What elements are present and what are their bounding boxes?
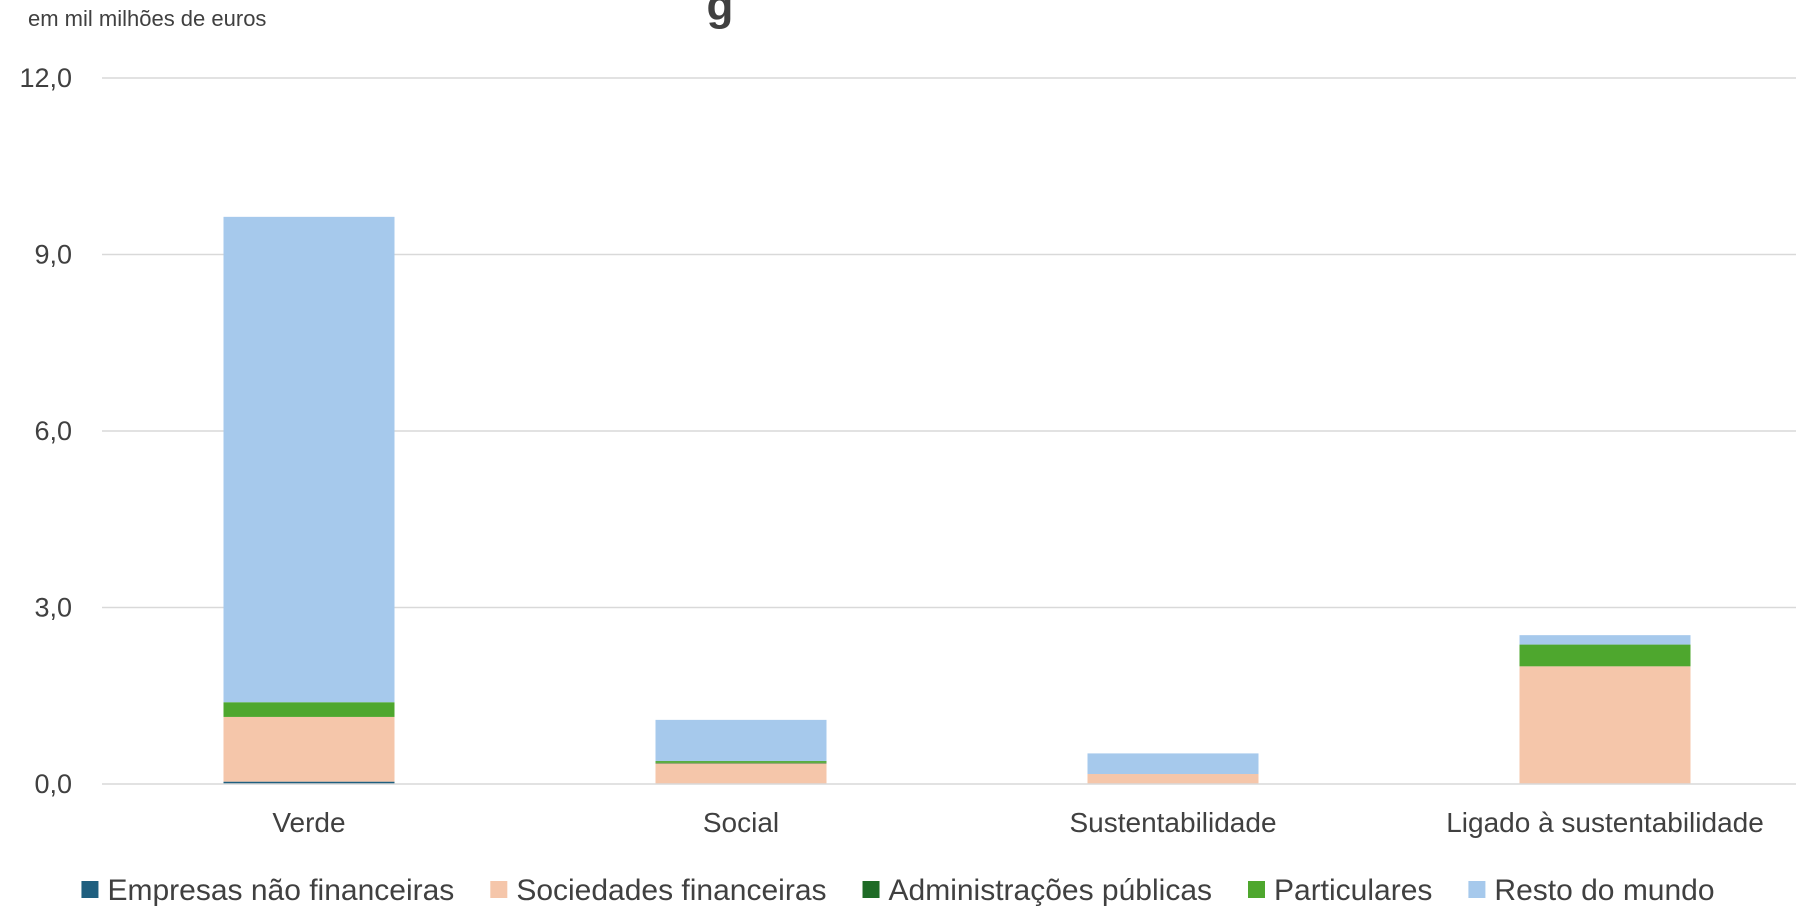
y-tick-label: 0,0 — [34, 769, 72, 799]
bar-segment — [1087, 753, 1259, 774]
y-tick-label: 12,0 — [19, 63, 72, 93]
legend-item: Resto do mundo — [1468, 874, 1715, 907]
x-category-label: Verde — [272, 807, 345, 838]
legend-swatch — [862, 881, 880, 898]
bar-segment — [223, 781, 395, 784]
legend-label: Resto do mundo — [1494, 874, 1714, 907]
legend-swatch — [1468, 881, 1486, 898]
x-category-label: Sustentabilidade — [1069, 807, 1276, 838]
legend-label: Administrações públicas — [889, 874, 1212, 907]
y-tick-label: 3,0 — [34, 593, 72, 623]
y-tick-label: 9,0 — [34, 240, 72, 270]
legend-swatch — [81, 881, 99, 898]
legend-item: Administrações públicas — [862, 874, 1212, 907]
legend-label: Empresas não financeiras — [107, 874, 454, 907]
bar-segment — [655, 761, 827, 763]
bar-segment — [223, 702, 395, 717]
legend-item: Particulares — [1248, 874, 1432, 907]
legend: Empresas não financeiras Sociedades finan… — [81, 874, 1715, 907]
legend-label: Particulares — [1274, 874, 1432, 907]
y-axis-ticks: 0,0 3,0 6,0 9,0 12,0 — [19, 63, 72, 799]
legend-label: Sociedades financeiras — [516, 874, 826, 907]
x-category-label: Ligado à sustentabilidade — [1446, 807, 1764, 838]
bar-segment — [655, 763, 827, 784]
legend-item: Empresas não financeiras — [81, 874, 454, 907]
legend-swatch — [490, 881, 508, 898]
y-tick-label: 6,0 — [34, 416, 72, 446]
bars — [223, 216, 1691, 784]
chart-title: g — [707, 0, 734, 30]
bar-segment — [1519, 644, 1691, 667]
bar-segment — [223, 216, 395, 703]
legend-swatch — [1248, 881, 1265, 898]
bar-segment — [223, 716, 395, 782]
unit-label: em mil milhões de euros — [28, 6, 266, 31]
x-category-label: Social — [703, 807, 779, 838]
x-axis-categories: Verde Social Sustentabilidade Ligado à sust… — [272, 807, 1763, 838]
bar-segment — [1087, 773, 1259, 784]
bar-segment — [655, 719, 827, 762]
bar-segment — [1519, 666, 1691, 784]
bar-segment — [1519, 635, 1691, 645]
legend-item: Sociedades financeiras — [490, 874, 827, 907]
bar-segment — [655, 762, 827, 764]
